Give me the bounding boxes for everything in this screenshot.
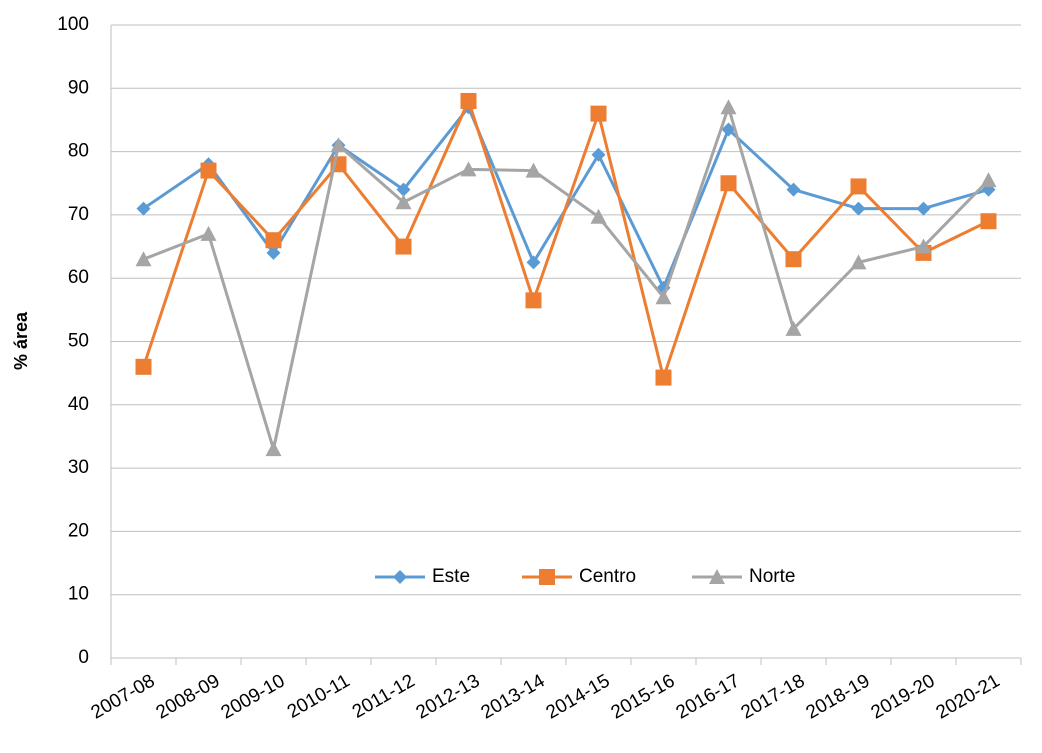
legend-label: Norte xyxy=(749,566,795,587)
data-point xyxy=(460,92,477,109)
data-point xyxy=(916,201,931,216)
x-tick-label: 2016-17 xyxy=(673,670,744,723)
y-tick-label: 50 xyxy=(68,331,89,352)
data-point xyxy=(266,245,281,260)
data-point xyxy=(136,201,151,216)
x-tick-label: 2019-20 xyxy=(868,670,939,723)
legend-marker xyxy=(393,570,407,584)
x-tick-label: 2007-08 xyxy=(88,670,159,723)
y-tick-label: 60 xyxy=(68,267,89,288)
x-tick-label: 2009-10 xyxy=(218,670,289,723)
x-tick-label: 2018-19 xyxy=(803,670,874,723)
legend-label: Este xyxy=(432,566,470,587)
y-tick-label: 0 xyxy=(78,647,89,668)
y-tick-label: 80 xyxy=(68,141,89,162)
data-point xyxy=(265,441,282,457)
x-tick-label: 2010-11 xyxy=(284,670,354,722)
data-point xyxy=(655,369,672,386)
data-point xyxy=(526,255,541,270)
data-point xyxy=(785,320,802,336)
data-point xyxy=(525,162,542,178)
y-axis-label: % área xyxy=(11,311,31,370)
x-tick-label: 2008-09 xyxy=(153,670,224,723)
data-point xyxy=(330,137,347,153)
data-point xyxy=(395,238,412,255)
data-point xyxy=(915,238,932,254)
y-tick-label: 100 xyxy=(57,14,89,35)
data-point xyxy=(265,232,282,249)
data-point xyxy=(460,161,477,177)
x-tick-label: 2020-21 xyxy=(933,670,1004,723)
x-tick-label: 2017-18 xyxy=(738,670,809,723)
data-point xyxy=(590,105,607,122)
x-tick-label: 2012-13 xyxy=(413,670,484,723)
x-tick-label: 2015-16 xyxy=(608,670,679,723)
data-point xyxy=(850,178,867,195)
data-point xyxy=(980,172,997,188)
data-point xyxy=(850,254,867,270)
data-point xyxy=(590,208,607,224)
data-point xyxy=(395,194,412,210)
data-point xyxy=(720,99,737,115)
data-point xyxy=(655,289,672,305)
y-tick-label: 20 xyxy=(68,520,89,541)
data-point xyxy=(135,358,152,375)
data-point xyxy=(721,122,736,137)
legend-label: Centro xyxy=(579,566,636,587)
legend-marker xyxy=(709,569,725,584)
y-tick-label: 90 xyxy=(68,77,89,98)
x-tick-label: 2014-15 xyxy=(543,670,614,723)
y-tick-label: 30 xyxy=(68,457,89,478)
data-point xyxy=(135,251,152,267)
data-point xyxy=(396,182,411,197)
data-point xyxy=(785,251,802,268)
x-tick-label: 2011-12 xyxy=(349,670,419,722)
x-tick-label: 2013-14 xyxy=(478,670,549,723)
data-point xyxy=(200,225,217,241)
legend-marker xyxy=(539,569,555,585)
data-point xyxy=(525,292,542,309)
y-tick-label: 40 xyxy=(68,394,89,415)
data-point xyxy=(980,213,997,230)
series-line xyxy=(142,105,990,451)
y-tick-label: 70 xyxy=(68,204,89,225)
data-point xyxy=(786,182,801,197)
data-point xyxy=(591,147,606,162)
data-point xyxy=(720,175,737,192)
series-line xyxy=(142,99,990,380)
data-point xyxy=(200,162,217,179)
y-tick-label: 10 xyxy=(68,584,89,605)
data-point xyxy=(851,201,866,216)
